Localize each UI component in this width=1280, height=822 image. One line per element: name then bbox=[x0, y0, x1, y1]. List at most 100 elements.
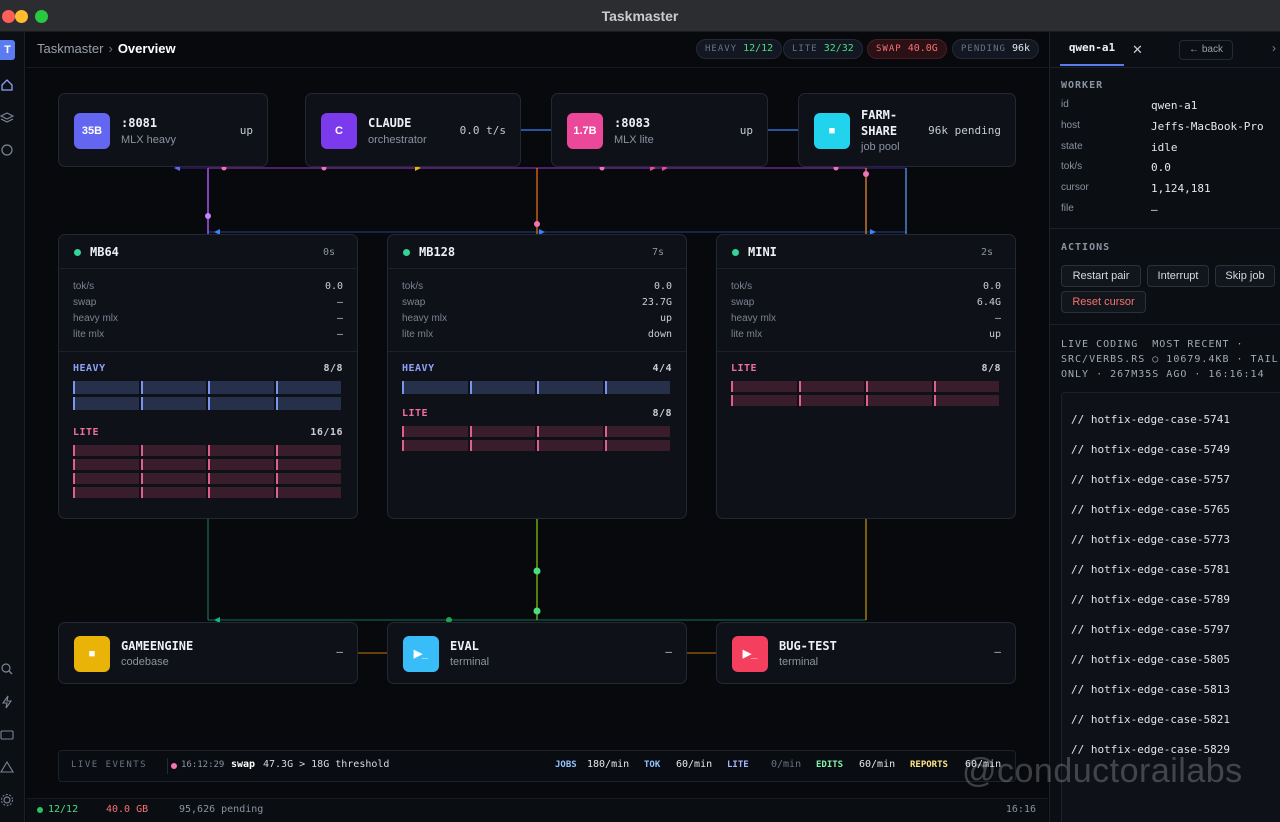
heavy-slot bbox=[537, 381, 603, 394]
status-dot bbox=[37, 807, 43, 813]
heavy-slots-label: HEAVY 8/8 bbox=[73, 363, 343, 374]
close-window-button[interactable] bbox=[2, 10, 15, 23]
metric-jobs-value: 180/min bbox=[587, 759, 630, 770]
live-code-view[interactable]: // hotfix-edge-case-5741 // hotfix-edge-… bbox=[1061, 392, 1280, 822]
node-subtitle: terminal bbox=[450, 656, 490, 668]
machine-card-mb128[interactable]: MB128 7s tok/s 0.0 swap 23.7G heavy mlx up … bbox=[387, 234, 687, 519]
node-status: — bbox=[336, 645, 343, 658]
heavy-slot bbox=[275, 397, 341, 410]
code-line: // hotfix-edge-case-5773 bbox=[1071, 533, 1230, 546]
heavy-pill-value: 12/12 bbox=[743, 43, 774, 54]
window-title: Taskmaster bbox=[601, 8, 679, 24]
machine-header: MB128 7s bbox=[388, 235, 686, 269]
lite-slot bbox=[140, 473, 206, 484]
graph-canvas: 35B :8081 MLX heavy up C CLAUDE orchestr… bbox=[26, 68, 1048, 798]
node-gameengine[interactable]: ■ GAMEENGINE codebase — bbox=[58, 622, 358, 684]
node-title: :8081 bbox=[121, 116, 158, 130]
lite-slots-label: LITE 16/16 bbox=[73, 427, 343, 438]
node-claude[interactable]: C CLAUDE orchestrator 0.0 t/s bbox=[305, 93, 521, 167]
stat-row: heavy mlx — bbox=[731, 313, 1001, 329]
bolt-icon[interactable] bbox=[0, 695, 14, 709]
event-dot bbox=[171, 763, 177, 769]
code-line: // hotfix-edge-case-5757 bbox=[1071, 473, 1230, 486]
app-logo: T bbox=[0, 40, 15, 60]
node-farm-share[interactable]: ■ FARM- SHARE job pool 96k pending bbox=[798, 93, 1016, 167]
breadcrumb: Taskmaster › Overview bbox=[37, 41, 176, 56]
tab-qwen-a1[interactable]: qwen-a1 bbox=[1060, 32, 1124, 66]
interrupt-button[interactable]: Interrupt bbox=[1147, 265, 1209, 287]
skip-job-button[interactable]: Skip job bbox=[1215, 265, 1275, 287]
live-coding-header: LIVE CODING MOST RECENT · SRC/VERBS.RS ○… bbox=[1061, 337, 1280, 382]
node-subtitle: codebase bbox=[121, 656, 169, 668]
terminal-icon: ▶_ bbox=[732, 636, 768, 672]
heavy-slot bbox=[402, 381, 468, 394]
keyboard-icon[interactable] bbox=[0, 728, 14, 742]
heavy-slots bbox=[73, 381, 343, 413]
restart-pair-button[interactable]: Restart pair bbox=[1061, 265, 1141, 287]
back-button[interactable]: ← back bbox=[1179, 40, 1233, 60]
node-mlx-lite[interactable]: 1.7B :8083 MLX lite up bbox=[551, 93, 768, 167]
metric-lite-value: 0/min bbox=[771, 759, 802, 770]
code-line: // hotfix-edge-case-5749 bbox=[1071, 443, 1230, 456]
stat-label: tok/s bbox=[402, 281, 424, 292]
lite-slot bbox=[866, 381, 932, 392]
stat-row: tok/s 0.0 bbox=[731, 281, 1001, 297]
field-key: cursor bbox=[1061, 182, 1089, 193]
status-bar: 12/12 40.0 GB 95,626 pending 16:16 bbox=[26, 798, 1048, 822]
maximize-window-button[interactable] bbox=[35, 10, 48, 23]
node-subtitle: orchestrator bbox=[368, 134, 427, 146]
event-kind: swap bbox=[231, 759, 256, 770]
chevron-right-icon[interactable]: › bbox=[1272, 41, 1276, 55]
stat-row: lite mlx down bbox=[402, 329, 672, 345]
stat-value: 0.0 bbox=[653, 281, 672, 292]
node-title: FARM- SHARE bbox=[861, 107, 897, 139]
chat-icon[interactable] bbox=[0, 143, 14, 157]
lite-slot bbox=[402, 426, 468, 437]
field-value: 1,124,181 bbox=[1151, 182, 1211, 195]
stat-value: 0.0 bbox=[982, 281, 1001, 292]
status-clock: 16:16 bbox=[1005, 804, 1036, 815]
heavy-pill: HEAVY 12/12 bbox=[696, 39, 783, 59]
warning-icon[interactable] bbox=[0, 760, 14, 774]
lite-slot bbox=[537, 440, 603, 451]
metric-lite-key: LITE bbox=[727, 760, 749, 770]
close-tab-icon[interactable]: ✕ bbox=[1132, 42, 1143, 57]
slot-label-text: LITE bbox=[73, 427, 100, 438]
minimize-window-button[interactable] bbox=[15, 10, 28, 23]
home-icon[interactable] bbox=[0, 78, 14, 92]
divider bbox=[388, 351, 686, 352]
swap-pill: SWAP 40.0G bbox=[867, 39, 947, 59]
node-mlx-heavy[interactable]: 35B :8081 MLX heavy up bbox=[58, 93, 268, 167]
actions-section-header: ACTIONS bbox=[1061, 242, 1111, 253]
node-status: — bbox=[665, 645, 672, 658]
metric-tok-value: 60/min bbox=[676, 759, 713, 770]
online-dot bbox=[74, 249, 81, 256]
machine-card-mb64[interactable]: MB64 0s tok/s 0.0 swap — heavy mlx — lite m… bbox=[58, 234, 358, 519]
slot-count: 8/8 bbox=[652, 408, 672, 419]
breadcrumb-separator: › bbox=[108, 41, 113, 56]
stat-value: down bbox=[647, 329, 672, 340]
status-workers: 12/12 bbox=[48, 804, 79, 815]
breadcrumb-root[interactable]: Taskmaster bbox=[37, 41, 104, 56]
field-key: tok/s bbox=[1061, 161, 1083, 172]
reset-cursor-button[interactable]: Reset cursor bbox=[1061, 291, 1146, 313]
field-value: — bbox=[1151, 203, 1158, 216]
left-rail: T bbox=[0, 32, 25, 822]
stat-value: — bbox=[336, 313, 343, 324]
node-eval[interactable]: ▶_ EVAL terminal — bbox=[387, 622, 687, 684]
code-line: // hotfix-edge-case-5805 bbox=[1071, 653, 1230, 666]
lite-slots bbox=[73, 445, 343, 501]
machine-card-mini[interactable]: MINI 2s tok/s 0.0 swap 6.4G heavy mlx — lit… bbox=[716, 234, 1016, 519]
gear-icon[interactable] bbox=[0, 793, 14, 807]
node-subtitle: MLX heavy bbox=[121, 134, 177, 146]
live-events-label: LIVE EVENTS bbox=[71, 760, 148, 770]
search-icon[interactable] bbox=[0, 662, 14, 676]
stat-value: — bbox=[336, 297, 343, 308]
worker-field: tok/s 0.0 bbox=[1061, 161, 1276, 179]
layers-icon[interactable] bbox=[0, 111, 15, 125]
node-bug-test[interactable]: ▶_ BUG-TEST terminal — bbox=[716, 622, 1016, 684]
lite-slot bbox=[140, 459, 206, 470]
heavy-slots-label: HEAVY 4/4 bbox=[402, 363, 672, 374]
node-subtitle: terminal bbox=[779, 656, 819, 668]
window-titlebar: Taskmaster bbox=[0, 0, 1280, 32]
